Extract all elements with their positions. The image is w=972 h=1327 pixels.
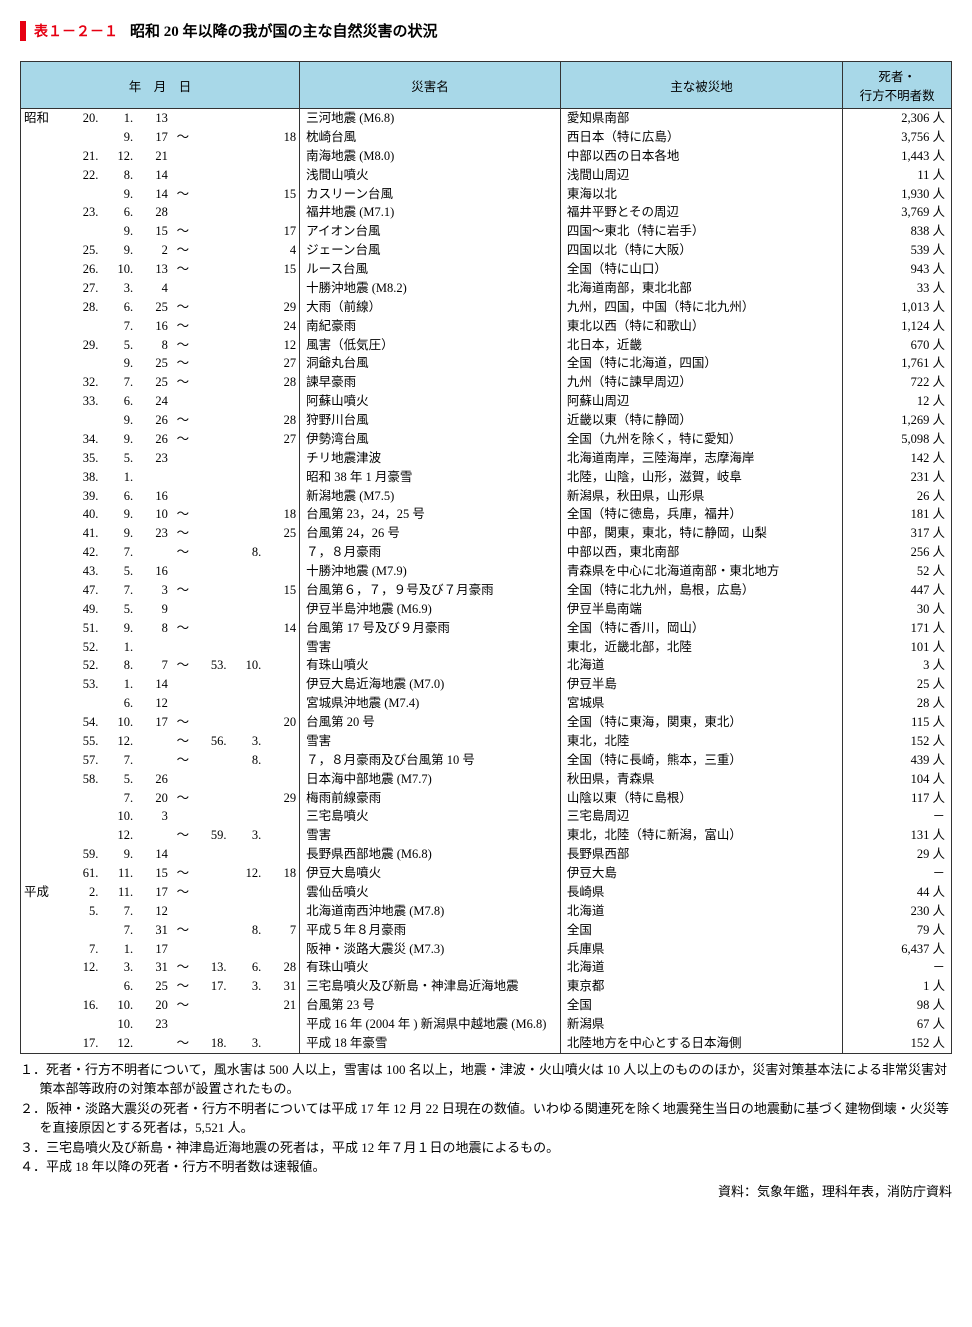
table-row: 7.20～29梅雨前線豪雨山陰以東（特に島根）117 人 [21, 789, 952, 808]
table-title: 昭和 20 年以降の我が国の主な自然災害の状況 [130, 20, 438, 41]
table-row: 12.～59.3.雪害東北，北陸（特に新潟，富山）131 人 [21, 826, 952, 845]
table-row: 27.3.4十勝沖地震 (M8.2)北海道南部，東北北部33 人 [21, 279, 952, 298]
header-name: 災害名 [300, 62, 561, 109]
source-citation: 資料：気象年鑑，理科年表，消防庁資料 [20, 1181, 952, 1200]
table-row: 7.31～8.7平成５年８月豪雨全国79 人 [21, 921, 952, 940]
table-row: 9.26～28狩野川台風近畿以東（特に静岡）1,269 人 [21, 411, 952, 430]
table-row: 53.1.14伊豆大島近海地震 (M7.0)伊豆半島25 人 [21, 675, 952, 694]
disaster-table: 年 月 日 災害名 主な被災地 死者・ 行方不明者数 昭和20.1.13三河地震… [20, 61, 952, 1054]
note-line: １．死者・行方不明者について，風水害は 500 人以上，雪害は 100 名以上，… [20, 1060, 952, 1099]
table-row: 34.9.26～27伊勢湾台風全国（九州を除く，特に愛知）5,098 人 [21, 430, 952, 449]
title-red-marker [20, 21, 26, 41]
table-row: 51.9.8～14台風第 17 号及び９月豪雨全国（特に香川，岡山）171 人 [21, 619, 952, 638]
table-row: 17.12.～18.3.平成 18 年豪雪北陸地方を中心とする日本海側152 人 [21, 1034, 952, 1053]
table-row: 7.1.17阪神・淡路大震災 (M7.3)兵庫県6,437 人 [21, 940, 952, 959]
table-row: 58.5.26日本海中部地震 (M7.7)秋田県，青森県104 人 [21, 770, 952, 789]
table-row: 25.9.2～4ジェーン台風四国以北（特に大阪）539 人 [21, 241, 952, 260]
table-row: 38.1.昭和 38 年 1 月豪雪北陸，山陰，山形，滋賀，岐阜231 人 [21, 468, 952, 487]
table-row: 7.16～24南紀豪雨東北以西（特に和歌山）1,124 人 [21, 317, 952, 336]
table-number: 表１－２－１ [34, 21, 118, 41]
table-row: 52.1.雪害東北，近畿北部，北陸101 人 [21, 638, 952, 657]
table-row: 35.5.23チリ地震津波北海道南岸，三陸海岸，志摩海岸142 人 [21, 449, 952, 468]
table-row: 47.7.3～15台風第６，７，９号及び７月豪雨全国（特に北九州，島根，広島）4… [21, 581, 952, 600]
table-row: 平成2.11.17～雲仙岳噴火長崎県44 人 [21, 883, 952, 902]
notes-section: １．死者・行方不明者について，風水害は 500 人以上，雪害は 100 名以上，… [20, 1060, 952, 1177]
table-row: 41.9.23～25台風第 24，26 号中部，関東，東北，特に静岡，山梨317… [21, 524, 952, 543]
table-row: 9.17～18枕崎台風西日本（特に広島）3,756 人 [21, 128, 952, 147]
table-row: 9.25～27洞爺丸台風全国（特に北海道，四国）1,761 人 [21, 354, 952, 373]
table-row: 6.12宮城県沖地震 (M7.4)宮城県28 人 [21, 694, 952, 713]
table-row: 33.6.24阿蘇山噴火阿蘇山周辺12 人 [21, 392, 952, 411]
note-line: ４．平成 18 年以降の死者・行方不明者数は速報値。 [20, 1157, 952, 1177]
table-row: 16.10.20～21台風第 23 号全国98 人 [21, 996, 952, 1015]
table-row: 39.6.16新潟地震 (M7.5)新潟県，秋田県，山形県26 人 [21, 487, 952, 506]
header-date: 年 月 日 [21, 62, 300, 109]
table-row: 9.15～17アイオン台風四国～東北（特に岩手）838 人 [21, 222, 952, 241]
table-row: 21.12.21南海地震 (M8.0)中部以西の日本各地1,443 人 [21, 147, 952, 166]
table-row: 10.3三宅島噴火三宅島周辺－ [21, 807, 952, 826]
table-row: 42.7.～8.７，８月豪雨中部以西，東北南部256 人 [21, 543, 952, 562]
table-row: 40.9.10～18台風第 23，24，25 号全国（特に徳島，兵庫，福井）18… [21, 505, 952, 524]
table-row: 57.7.～8.７，８月豪雨及び台風第 10 号全国（特に長崎，熊本，三重）43… [21, 751, 952, 770]
table-row: 22.8.14浅間山噴火浅間山周辺11 人 [21, 166, 952, 185]
header-area: 主な被災地 [560, 62, 842, 109]
table-row: 52.8.7～53.10.有珠山噴火北海道3 人 [21, 656, 952, 675]
table-row: 9.14～15カスリーン台風東海以北1,930 人 [21, 185, 952, 204]
table-row: 26.10.13～15ルース台風全国（特に山口）943 人 [21, 260, 952, 279]
table-row: 61.11.15～12.18伊豆大島噴火伊豆大島－ [21, 864, 952, 883]
table-row: 6.25～17.3.31三宅島噴火及び新島・神津島近海地震東京都1 人 [21, 977, 952, 996]
table-row: 49.5.9伊豆半島沖地震 (M6.9)伊豆半島南端30 人 [21, 600, 952, 619]
table-row: 43.5.16十勝沖地震 (M7.9)青森県を中心に北海道南部・東北地方52 人 [21, 562, 952, 581]
note-line: ３．三宅島噴火及び新島・神津島近海地震の死者は，平成 12 年７月１日の地震によ… [20, 1138, 952, 1158]
title-bar: 表１－２－１ 昭和 20 年以降の我が国の主な自然災害の状況 [20, 20, 952, 41]
table-row: 10.23平成 16 年 (2004 年 ) 新潟県中越地震 (M6.8)新潟県… [21, 1015, 952, 1034]
table-row: 59.9.14長野県西部地震 (M6.8)長野県西部29 人 [21, 845, 952, 864]
table-row: 12.3.31～13.6.28有珠山噴火北海道－ [21, 958, 952, 977]
table-row: 32.7.25～28諫早豪雨九州（特に諫早周辺）722 人 [21, 373, 952, 392]
table-row: 54.10.17～20台風第 20 号全国（特に東海，関東，東北）115 人 [21, 713, 952, 732]
table-row: 28.6.25～29大雨（前線）九州，四国，中国（特に北九州）1,013 人 [21, 298, 952, 317]
table-row: 5.7.12北海道南西沖地震 (M7.8)北海道230 人 [21, 902, 952, 921]
table-row: 23.6.28福井地震 (M7.1)福井平野とその周辺3,769 人 [21, 203, 952, 222]
table-row: 昭和20.1.13三河地震 (M6.8)愛知県南部2,306 人 [21, 109, 952, 128]
header-deaths: 死者・ 行方不明者数 [843, 62, 952, 109]
table-row: 29.5.8～12風害（低気圧）北日本，近畿670 人 [21, 336, 952, 355]
table-row: 55.12.～56.3.雪害東北，北陸152 人 [21, 732, 952, 751]
note-line: ２．阪神・淡路大震災の死者・行方不明者については平成 17 年 12 月 22 … [20, 1099, 952, 1138]
